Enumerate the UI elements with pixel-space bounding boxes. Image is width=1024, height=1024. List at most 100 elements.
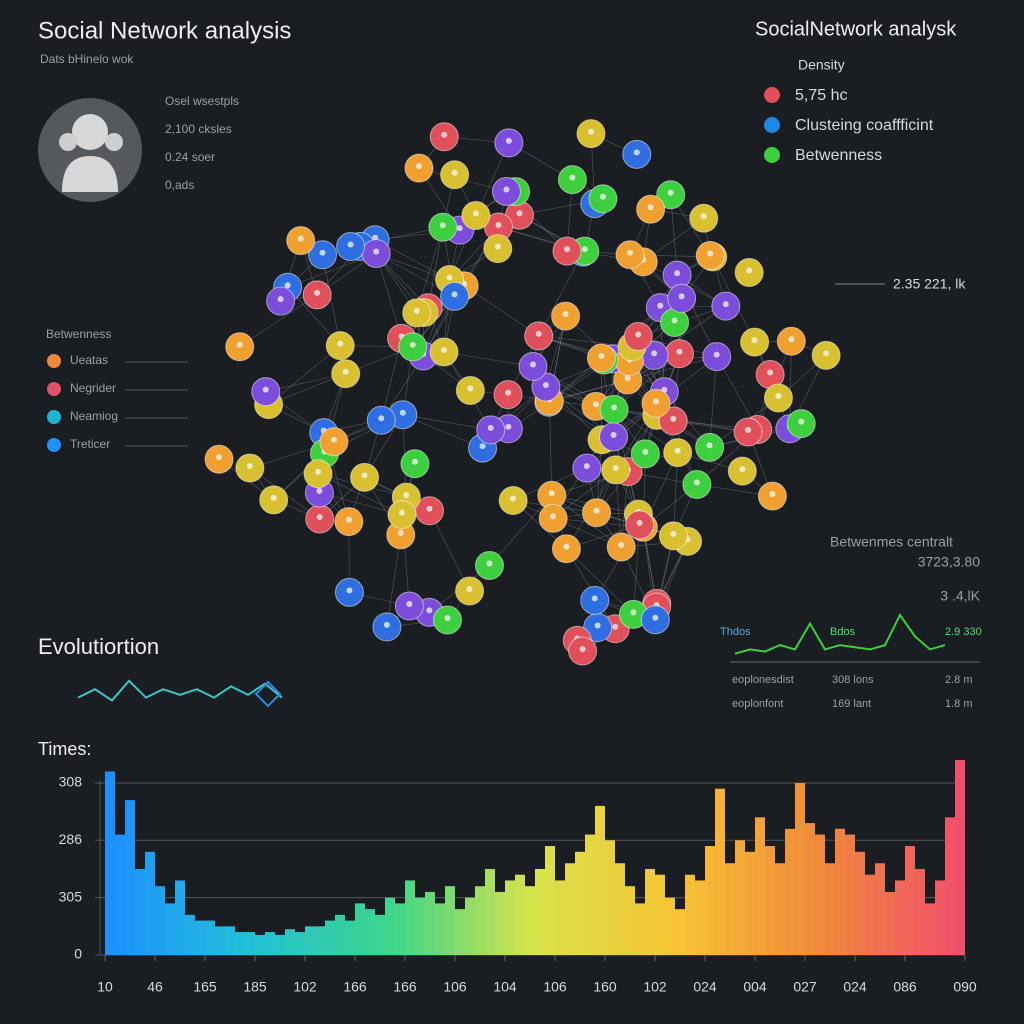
node-icon (406, 601, 413, 608)
node-icon (415, 163, 422, 170)
legend-dot (47, 354, 61, 368)
summary-heading: Density (798, 57, 845, 73)
node-icon (670, 415, 677, 422)
node-icon (486, 560, 493, 567)
centrality-cell: 2.8 m (945, 674, 973, 686)
node-icon (713, 351, 720, 358)
edge (317, 473, 403, 515)
chart-title: Times: (38, 739, 91, 759)
node-icon (678, 293, 685, 300)
legend-dot (47, 438, 61, 452)
bar (615, 863, 625, 955)
node-icon (451, 291, 458, 298)
edge (789, 341, 792, 429)
bar (865, 874, 875, 955)
node-icon (562, 311, 569, 318)
bar (225, 926, 235, 955)
bar (795, 782, 805, 955)
bar (935, 880, 945, 955)
bar (345, 920, 355, 955)
bar (145, 851, 155, 955)
bar (185, 914, 195, 955)
node-icon (798, 418, 805, 425)
centrality-cell: 308 lons (832, 674, 874, 686)
node-icon (330, 436, 337, 443)
legend-label: Clusteing coaffficint (795, 117, 934, 134)
bar (525, 886, 535, 955)
bar (395, 903, 405, 955)
node-icon (823, 350, 830, 357)
x-tick-label: 004 (743, 979, 767, 995)
node-icon (670, 530, 677, 537)
bar (275, 934, 285, 955)
bar (125, 800, 135, 955)
bar (535, 868, 545, 955)
bar (765, 846, 775, 955)
centrality-cell: eoplonesdist (732, 674, 794, 686)
profile-stat: 0.24 soer (165, 150, 215, 164)
node-icon (618, 542, 625, 549)
node-icon (236, 341, 243, 348)
bar (675, 909, 685, 955)
node-icon (563, 543, 570, 550)
node-icon (706, 442, 713, 449)
node-icon (399, 509, 406, 516)
node-icon (346, 587, 353, 594)
bar (285, 929, 295, 955)
bar (205, 920, 215, 955)
bar (635, 903, 645, 955)
node-icon (611, 404, 618, 411)
y-tick-label: 308 (59, 774, 83, 790)
centrality-cell: 169 lant (832, 698, 871, 710)
edge (566, 548, 634, 615)
x-tick-label: 166 (343, 979, 367, 995)
node-icon (426, 505, 433, 512)
node-icon (314, 289, 321, 296)
bar (595, 805, 605, 955)
bar (895, 880, 905, 955)
bar (685, 874, 695, 955)
bar (655, 874, 665, 955)
node-icon (270, 494, 277, 501)
bar (855, 851, 865, 955)
node-icon (444, 614, 451, 621)
node-icon (542, 381, 549, 388)
bar (585, 834, 595, 955)
bar (785, 828, 795, 955)
node-icon (599, 193, 606, 200)
x-tick-label: 024 (693, 979, 717, 995)
bar (835, 828, 845, 955)
bar (265, 932, 275, 955)
node-icon (316, 513, 323, 520)
node-icon (594, 622, 601, 629)
network (204, 119, 841, 666)
subtitle: Dats bHinelo wok (40, 52, 134, 66)
edge (709, 356, 718, 448)
x-tick-label: 104 (493, 979, 517, 995)
edge (322, 254, 341, 346)
legend-dot (764, 117, 780, 133)
bar (745, 851, 755, 955)
x-tick-label: 090 (953, 979, 977, 995)
node-icon (467, 385, 474, 392)
bar (195, 920, 205, 955)
node-icon (441, 131, 448, 138)
node-icon (635, 331, 642, 338)
x-tick-label: 106 (543, 979, 567, 995)
node-icon (411, 458, 418, 465)
bar (405, 880, 415, 955)
node-icon (409, 341, 416, 348)
node-icon (671, 317, 678, 324)
bar (355, 903, 365, 955)
mini-label: Bdos (830, 626, 856, 638)
legend-dot (47, 382, 61, 396)
centrality-value: 3723,3.80 (918, 554, 980, 570)
bar (155, 886, 165, 955)
node-icon (446, 274, 453, 281)
bar (515, 874, 525, 955)
node-icon (591, 595, 598, 602)
x-tick-label: 102 (293, 979, 317, 995)
node-icon (767, 369, 774, 376)
node-icon (505, 389, 512, 396)
centrality-line (734, 613, 946, 655)
